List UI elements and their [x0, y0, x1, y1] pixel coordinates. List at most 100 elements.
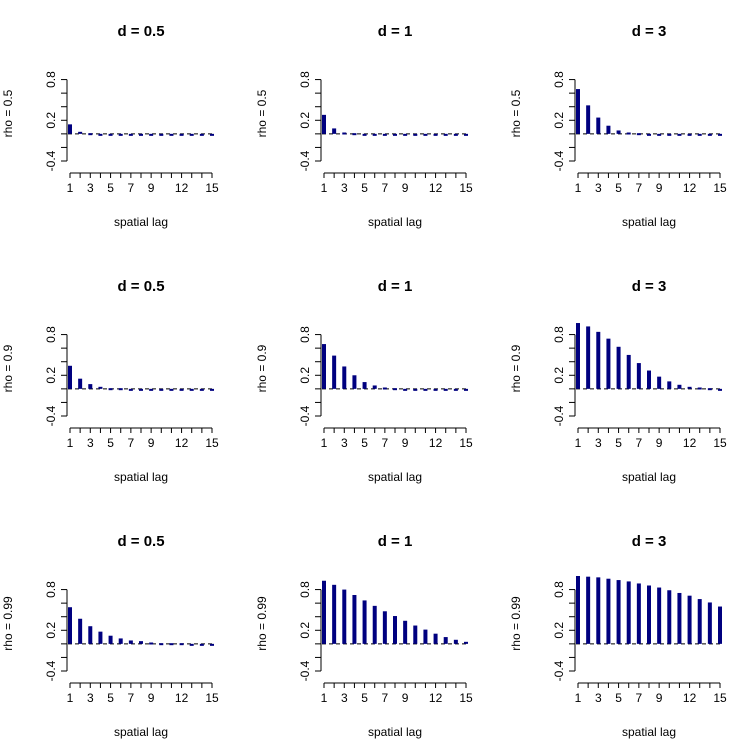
y-axis-label: rho = 0.5	[1, 89, 15, 137]
chart-panel-1: d = 0.5 -0.4 0.2 0.8 1 3 5 7 9 12 15 spatial lag rho…	[1, 23, 219, 229]
x-tick-label: 5	[107, 181, 114, 195]
bar-lag-3	[342, 132, 347, 135]
bar-lag-3	[342, 366, 347, 389]
x-axis-label: spatial lag	[114, 725, 168, 739]
y-tick-label: 0.8	[552, 326, 566, 343]
y-axis-label: rho = 0.9	[255, 344, 269, 392]
x-tick-label: 3	[341, 436, 348, 450]
bar-lag-5	[616, 130, 621, 134]
bar-lag-9	[657, 587, 662, 644]
x-tick-label: 12	[683, 691, 697, 705]
x-tick-label: 3	[341, 181, 348, 195]
x-tick-label: 1	[321, 691, 328, 705]
x-tick-label: 15	[713, 181, 727, 195]
chart-title: d = 0.5	[117, 23, 164, 40]
x-axis-label: spatial lag	[622, 470, 676, 484]
bar-lag-5	[362, 382, 367, 389]
x-tick-label: 3	[341, 691, 348, 705]
bar-lag-14	[453, 639, 458, 644]
x-tick-label: 15	[205, 181, 219, 195]
bar-lag-10	[159, 388, 164, 391]
bar-lag-11	[677, 592, 682, 644]
bar-lag-14	[199, 133, 204, 136]
bar-lag-11	[677, 133, 682, 136]
x-tick-label: 5	[615, 181, 622, 195]
x-tick-label: 7	[382, 436, 389, 450]
bar-lag-13	[189, 133, 194, 136]
bar-lag-9	[149, 388, 154, 391]
bar-lag-5	[108, 388, 113, 391]
x-tick-label: 1	[67, 691, 74, 705]
chart-panel-9: d = 3 -0.4 0.2 0.8 1 3 5 7 9 12 15 spatial lag rho =…	[509, 533, 727, 739]
y-tick-label: 0.8	[44, 326, 58, 343]
bar-lag-9	[149, 133, 154, 136]
bar-lag-5	[362, 133, 367, 136]
x-tick-label: 15	[459, 181, 473, 195]
bar-lag-8	[647, 585, 651, 644]
bar-lag-4	[352, 375, 357, 389]
bar-lag-13	[697, 387, 702, 390]
y-tick-label: -0.4	[44, 405, 58, 426]
x-tick-label: 12	[175, 181, 189, 195]
bar-lag-7	[128, 388, 133, 391]
bar-lag-13	[697, 599, 702, 644]
bar-lag-10	[413, 625, 418, 644]
bar-lag-1	[576, 323, 580, 389]
bar-lag-13	[189, 388, 194, 391]
x-tick-label: 1	[321, 436, 328, 450]
y-tick-label: 0.2	[298, 112, 312, 129]
bar-lag-2	[332, 355, 337, 389]
bar-lag-6	[372, 133, 377, 136]
y-tick-label: 0.2	[552, 622, 566, 639]
x-tick-label: 3	[87, 691, 94, 705]
bar-lag-1	[322, 580, 326, 644]
y-axis-label: rho = 0.99	[509, 596, 523, 651]
chart-title: d = 3	[632, 278, 667, 295]
bar-lag-10	[159, 133, 164, 136]
bar-lag-10	[667, 381, 672, 389]
y-tick-label: 0.2	[552, 367, 566, 384]
bar-lag-5	[108, 133, 113, 136]
bar-lag-11	[169, 643, 174, 646]
bar-lag-1	[68, 124, 72, 134]
bar-lag-2	[78, 131, 83, 134]
x-tick-label: 15	[205, 691, 219, 705]
bar-lag-13	[189, 643, 194, 646]
bar-lag-6	[118, 388, 123, 391]
bar-lag-9	[403, 388, 408, 391]
bar-lag-2	[78, 378, 83, 389]
bar-lag-10	[413, 133, 418, 136]
x-tick-label: 9	[402, 436, 409, 450]
bar-lag-11	[677, 384, 682, 389]
x-tick-label: 5	[107, 436, 114, 450]
bar-lag-13	[443, 388, 448, 391]
bar-lag-13	[443, 637, 448, 644]
chart-title: d = 0.5	[117, 533, 164, 550]
y-tick-label: 0.8	[552, 71, 566, 88]
x-axis-label: spatial lag	[368, 725, 422, 739]
y-tick-label: 0.8	[44, 581, 58, 598]
chart-title: d = 1	[378, 23, 413, 40]
bar-lag-4	[98, 133, 103, 136]
y-tick-label: -0.4	[298, 405, 312, 426]
y-tick-label: 0.8	[298, 71, 312, 88]
x-tick-label: 12	[683, 181, 697, 195]
bar-lag-2	[586, 326, 591, 389]
x-tick-label: 3	[595, 691, 602, 705]
x-tick-label: 9	[656, 436, 663, 450]
bar-lag-14	[199, 388, 204, 391]
bar-lag-6	[626, 581, 631, 644]
bar-lag-7	[128, 133, 133, 136]
bar-lag-9	[149, 642, 154, 645]
bar-lag-8	[139, 641, 143, 644]
x-tick-label: 7	[636, 436, 643, 450]
y-tick-label: 0.2	[552, 112, 566, 129]
bar-lag-3	[596, 117, 601, 134]
x-tick-label: 9	[148, 691, 155, 705]
x-tick-label: 15	[459, 436, 473, 450]
bar-lag-15	[210, 133, 214, 136]
y-tick-label: -0.4	[44, 660, 58, 681]
x-tick-label: 15	[713, 436, 727, 450]
bar-lag-1	[576, 576, 580, 644]
